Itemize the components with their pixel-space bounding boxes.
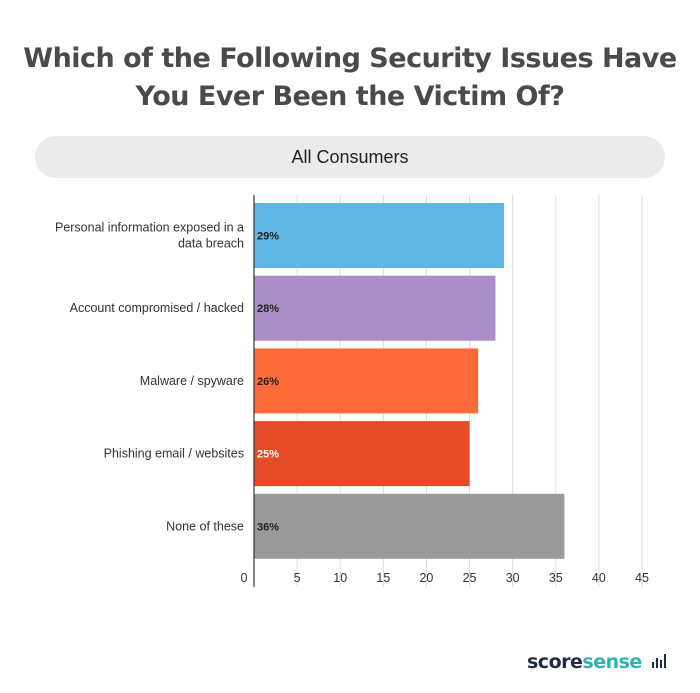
- chart-title: Which of the Following Security Issues H…: [0, 40, 700, 116]
- x-tick-label: 10: [333, 571, 347, 585]
- bar-value-label: 29%: [257, 231, 279, 243]
- x-tick-label: 25: [463, 571, 477, 585]
- bar: [254, 348, 479, 414]
- category-label: Phishing email / websites: [104, 447, 244, 461]
- bar-value-label: 25%: [257, 449, 279, 461]
- bar: [254, 203, 505, 268]
- category-label: Personal information exposed in a: [55, 221, 244, 235]
- x-tick-label: 40: [592, 571, 606, 585]
- category-label: data breach: [178, 237, 244, 251]
- bar: [254, 493, 565, 559]
- signal-bars-icon: [652, 654, 666, 668]
- bar: [254, 421, 470, 487]
- category-label: None of these: [166, 519, 244, 533]
- x-tick-label: 0: [241, 571, 248, 585]
- subtitle-text: All Consumers: [291, 147, 409, 167]
- x-tick-label: 20: [419, 571, 433, 585]
- scoresense-logo: scoresense: [527, 651, 642, 673]
- logo-sense-text: sense: [582, 651, 642, 673]
- logo-score-text: score: [527, 651, 583, 673]
- x-tick-label: 5: [294, 571, 301, 585]
- chart-title-line: Which of the Following Security Issues H…: [23, 43, 677, 74]
- category-label: Account compromised / hacked: [70, 301, 244, 315]
- bar-value-label: 28%: [257, 303, 279, 315]
- chart-title-text: Which of the Following Security Issues H…: [0, 40, 700, 116]
- x-tick-label: 35: [549, 571, 563, 585]
- x-tick-label: 15: [376, 571, 390, 585]
- chart-title-line: You Ever Been the Victim Of?: [135, 81, 565, 112]
- x-tick-label: 45: [635, 571, 649, 585]
- bar-value-label: 36%: [257, 521, 279, 533]
- category-label: Malware / spyware: [140, 374, 244, 388]
- bar-value-label: 26%: [257, 376, 279, 388]
- x-tick-label: 30: [506, 571, 520, 585]
- subtitle-pill: All Consumers: [35, 136, 665, 178]
- bar: [254, 275, 496, 341]
